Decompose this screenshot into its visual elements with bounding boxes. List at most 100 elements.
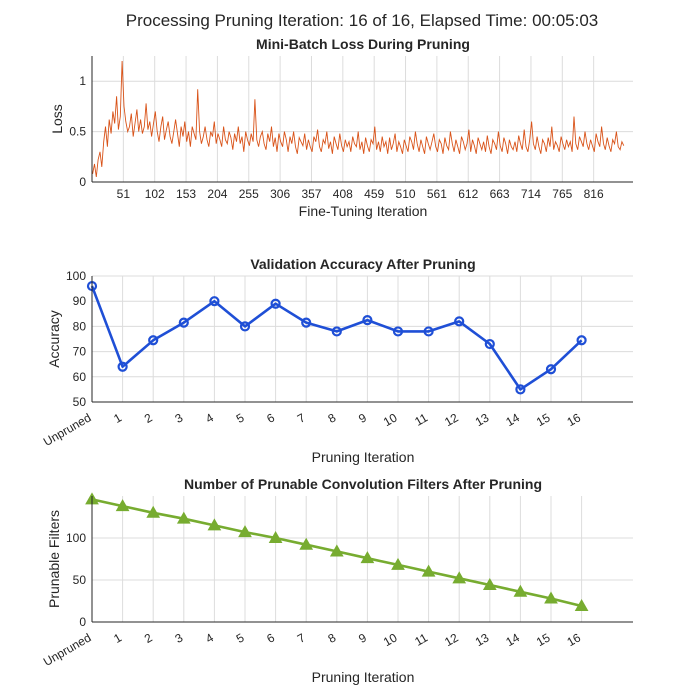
data-point [574,599,589,612]
x-tick-label: 204 [207,187,227,201]
data-point [360,551,375,564]
x-tick-label: 4 [203,630,216,646]
data-point [148,335,159,346]
x-tick-label: 153 [176,187,196,201]
accuracy-markers [86,280,587,395]
x-tick-label: 5 [234,410,247,426]
x-tick-label: 714 [521,187,541,201]
data-point [515,384,526,395]
y-tick-label: 70 [73,345,87,359]
data-point [421,564,436,577]
data-point [362,315,373,326]
data-point [423,326,434,337]
x-tick-label: 1 [111,410,124,426]
data-point [299,537,314,550]
x-tick-label: Unpruned [41,410,94,448]
accuracy-series-line [90,285,583,391]
data-point [576,335,587,346]
filters-axes [91,496,633,623]
y-tick-label: 50 [73,573,87,587]
data-point [268,530,283,543]
x-tick-label: 7 [295,630,308,646]
y-tick-label: 60 [73,370,87,384]
x-tick-label: 16 [565,630,584,649]
data-point [544,591,558,604]
x-tick-label: 102 [145,187,165,201]
x-tick-label: 51 [117,187,131,201]
x-tick-label: 4 [203,410,216,426]
x-tick-label: 2 [142,410,155,426]
x-tick-label: 10 [381,630,400,649]
x-tick-label: 7 [295,410,308,426]
y-tick-label: 0 [79,175,86,189]
x-tick-label: 3 [173,410,186,426]
data-point [545,364,557,375]
x-tick-label: 6 [264,410,277,426]
filters-markers [85,492,589,612]
y-tick-label: 50 [73,395,87,409]
x-tick-label: 13 [473,630,492,649]
accuracy-gridlines [91,275,633,403]
y-tick-label: 80 [73,319,87,333]
x-tick-label: 13 [473,410,492,429]
y-tick-label: 100 [66,531,86,545]
x-tick-label: 14 [503,630,522,649]
data-point [452,571,467,584]
x-tick-label: 663 [490,187,510,201]
x-tick-label: 15 [534,630,553,649]
y-tick-label: 1 [79,74,86,88]
filters-panel: Number of Prunable Convolution Filters A… [41,476,633,685]
filters-chart-title: Number of Prunable Convolution Filters A… [184,476,542,492]
y-tick-label: 100 [66,269,86,283]
data-point [176,511,191,524]
data-point [331,326,342,337]
x-tick-label: 408 [333,187,353,201]
data-point [146,505,161,518]
data-point [207,518,222,531]
data-point [484,338,495,350]
figure-suptitle: Processing Pruning Iteration: 16 of 16, … [126,11,599,30]
x-tick-label: 9 [356,630,369,646]
x-tick-label: 8 [326,410,339,426]
x-tick-label: 816 [584,187,604,201]
x-tick-label: 5 [234,630,247,646]
accuracy-x-axis-label: Pruning Iteration [312,449,415,465]
loss-gridlines [92,56,633,183]
x-tick-label: 9 [356,410,369,426]
x-tick-label: 16 [565,410,584,429]
loss-y-axis-label: Loss [49,104,65,134]
data-point [513,584,528,597]
y-tick-label: 90 [73,294,87,308]
x-tick-label: 12 [442,410,461,429]
x-tick-label: 357 [301,187,321,201]
data-point [301,317,312,328]
accuracy-panel: Validation Accuracy After Pruning Unprun… [41,256,633,465]
x-tick-label: 255 [239,187,259,201]
y-tick-label: 0 [79,615,86,629]
accuracy-chart-title: Validation Accuracy After Pruning [250,256,475,272]
loss-series-line [92,60,625,178]
loss-x-axis-label: Fine-Tuning Iteration [299,203,428,219]
data-point [391,557,405,570]
loss-tick-labels: 51 102 153 204 255 306 357 408 459 510 561 612 663 71… [69,74,604,201]
x-tick-label: 15 [534,410,553,429]
x-tick-label: 14 [503,410,522,429]
x-tick-label: 510 [396,187,416,201]
x-tick-label: 2 [142,630,155,646]
data-point [239,321,251,332]
loss-chart-title: Mini-Batch Loss During Pruning [256,36,470,52]
x-tick-label: 11 [412,410,430,429]
data-point [209,296,220,307]
loss-panel: Mini-Batch Loss During Pruning 51 102 153 2… [49,36,633,219]
x-tick-label: 459 [364,187,384,201]
x-tick-label: 11 [412,630,430,649]
x-tick-label: 612 [458,187,478,201]
x-tick-label: 8 [326,630,339,646]
y-tick-label: 0.5 [69,125,86,139]
data-point [115,499,130,512]
data-point [117,361,128,372]
accuracy-y-axis-label: Accuracy [46,310,62,368]
data-point [482,578,497,591]
filters-x-axis-label: Pruning Iteration [312,669,415,685]
